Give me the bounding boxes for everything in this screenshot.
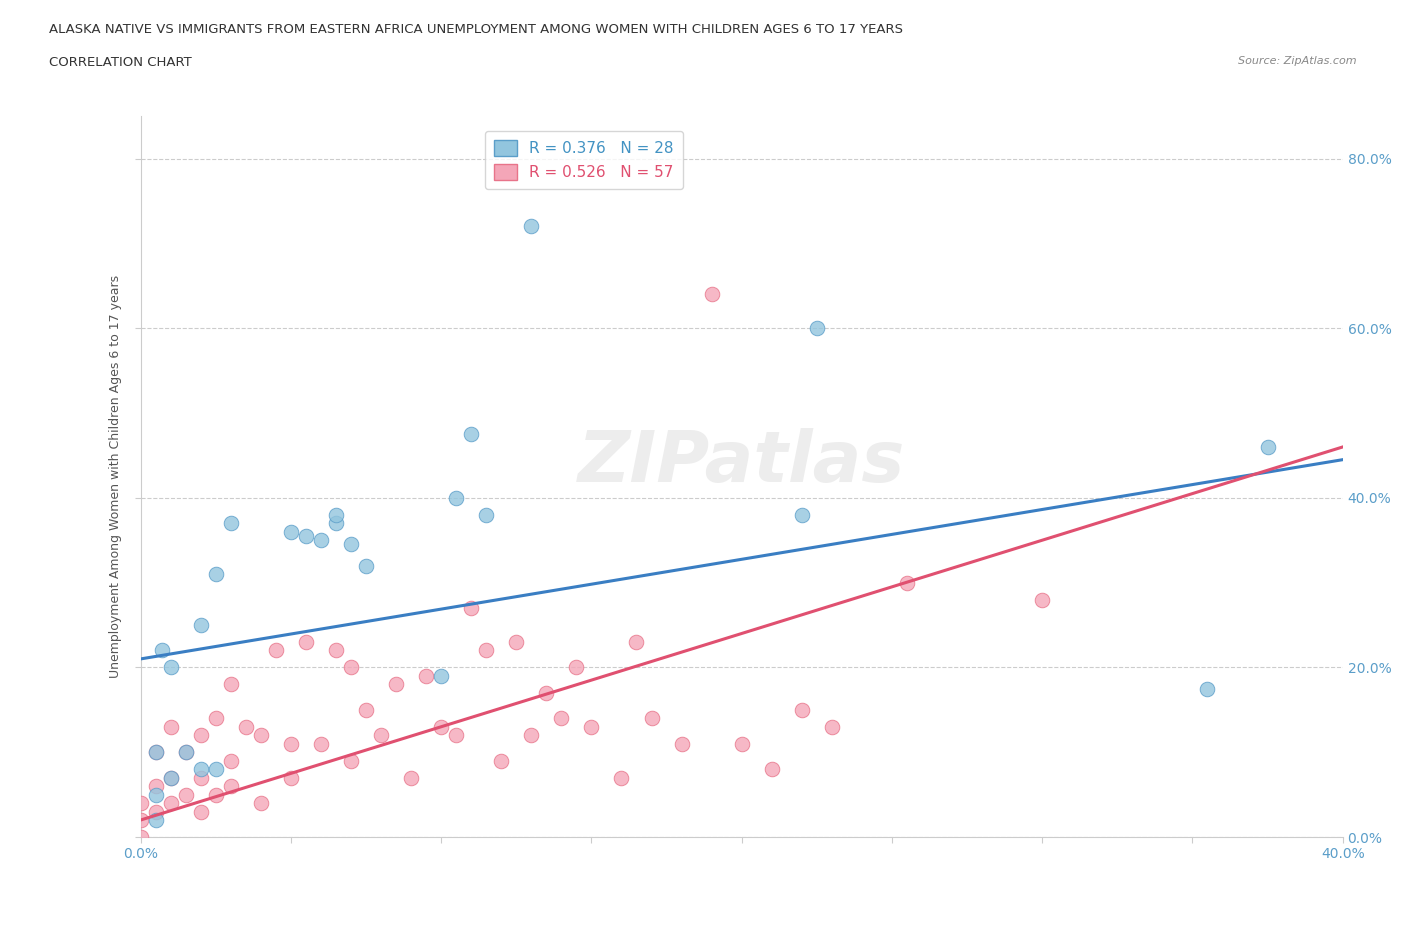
Point	[159, 770, 181, 785]
Point	[129, 830, 152, 844]
Point	[325, 516, 347, 531]
Point	[354, 702, 377, 717]
Point	[204, 787, 226, 802]
Text: ZIPatlas: ZIPatlas	[578, 428, 905, 497]
Point	[821, 719, 844, 734]
Y-axis label: Unemployment Among Women with Children Ages 6 to 17 years: Unemployment Among Women with Children A…	[108, 275, 122, 678]
Point	[295, 634, 318, 649]
Point	[145, 813, 167, 828]
Point	[610, 770, 633, 785]
Point	[460, 601, 482, 616]
Point	[520, 728, 543, 743]
Point	[219, 516, 242, 531]
Point	[671, 737, 693, 751]
Point	[1197, 681, 1219, 696]
Point	[340, 660, 363, 675]
Point	[219, 778, 242, 793]
Point	[354, 558, 377, 573]
Point	[145, 778, 167, 793]
Point	[235, 719, 257, 734]
Legend: R = 0.376   N = 28, R = 0.526   N = 57: R = 0.376 N = 28, R = 0.526 N = 57	[485, 131, 683, 189]
Point	[475, 508, 498, 523]
Point	[190, 762, 212, 777]
Point	[309, 533, 332, 548]
Point	[700, 286, 723, 301]
Point	[565, 660, 588, 675]
Point	[761, 762, 783, 777]
Point	[581, 719, 603, 734]
Point	[174, 787, 197, 802]
Point	[190, 804, 212, 819]
Point	[806, 321, 828, 336]
Point	[444, 490, 467, 505]
Point	[174, 745, 197, 760]
Point	[1031, 592, 1053, 607]
Point	[550, 711, 572, 725]
Point	[159, 660, 181, 675]
Text: ALASKA NATIVE VS IMMIGRANTS FROM EASTERN AFRICA UNEMPLOYMENT AMONG WOMEN WITH CH: ALASKA NATIVE VS IMMIGRANTS FROM EASTERN…	[49, 23, 903, 36]
Point	[145, 745, 167, 760]
Point	[491, 753, 513, 768]
Point	[129, 796, 152, 811]
Point	[145, 787, 167, 802]
Point	[204, 711, 226, 725]
Point	[219, 753, 242, 768]
Point	[385, 677, 408, 692]
Point	[790, 508, 813, 523]
Point	[475, 643, 498, 658]
Point	[399, 770, 422, 785]
Point	[264, 643, 287, 658]
Point	[219, 677, 242, 692]
Point	[159, 719, 181, 734]
Point	[150, 643, 173, 658]
Point	[250, 796, 273, 811]
Point	[626, 634, 648, 649]
Point	[325, 643, 347, 658]
Point	[174, 745, 197, 760]
Point	[340, 753, 363, 768]
Point	[280, 525, 302, 539]
Point	[640, 711, 662, 725]
Point	[159, 770, 181, 785]
Point	[430, 669, 453, 684]
Point	[444, 728, 467, 743]
Point	[325, 508, 347, 523]
Point	[204, 566, 226, 581]
Point	[250, 728, 273, 743]
Point	[415, 669, 437, 684]
Point	[145, 745, 167, 760]
Point	[790, 702, 813, 717]
Point	[159, 796, 181, 811]
Point	[460, 427, 482, 442]
Point	[505, 634, 527, 649]
Point	[190, 728, 212, 743]
Point	[204, 762, 226, 777]
Point	[1257, 440, 1279, 455]
Point	[190, 618, 212, 632]
Point	[190, 770, 212, 785]
Point	[309, 737, 332, 751]
Point	[129, 813, 152, 828]
Point	[370, 728, 392, 743]
Text: Source: ZipAtlas.com: Source: ZipAtlas.com	[1239, 56, 1357, 66]
Point	[340, 537, 363, 551]
Point	[295, 528, 318, 543]
Text: CORRELATION CHART: CORRELATION CHART	[49, 56, 193, 69]
Point	[520, 219, 543, 234]
Point	[536, 685, 558, 700]
Point	[280, 737, 302, 751]
Point	[280, 770, 302, 785]
Point	[145, 804, 167, 819]
Point	[731, 737, 754, 751]
Point	[896, 575, 918, 590]
Point	[430, 719, 453, 734]
